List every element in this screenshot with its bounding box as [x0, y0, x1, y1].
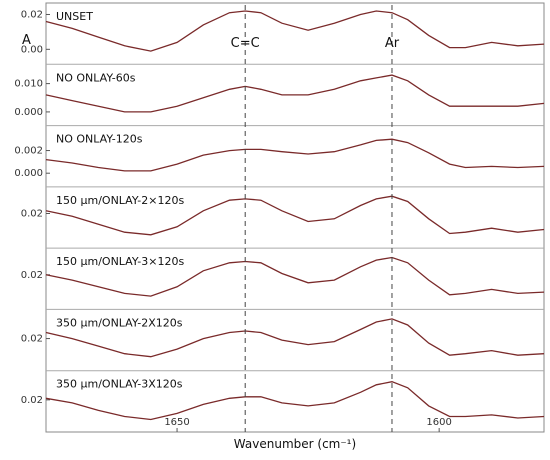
x-axis-label: Wavenumber (cm⁻¹)	[234, 437, 356, 451]
series-label: 150 μm/ONLAY-2×120s	[56, 194, 184, 207]
panel-5: 0.02 150 μm/ONLAY-3×120s	[21, 247, 545, 297]
series-label: UNSET	[56, 10, 93, 23]
y-axis-symbol: A	[22, 33, 31, 48]
panel-2: 0.010 0.000 NO ONLAY-60s	[14, 63, 545, 118]
series-label: 350 μm/ONLAY-2X120s	[56, 316, 183, 329]
panel-7: 0.02 350 μm/ONLAY-3X120s	[21, 370, 545, 421]
annotation-lines	[244, 5, 393, 432]
panel-4: 0.02 150 μm/ONLAY-2×120s	[21, 186, 545, 236]
series-line	[45, 195, 545, 236]
annotations: C=C Ar	[231, 36, 400, 51]
series-label: NO ONLAY-60s	[56, 71, 136, 84]
series-line	[45, 138, 545, 172]
series-line	[45, 10, 545, 52]
series-line	[45, 318, 545, 358]
panel-3: 0.002 0.000 NO ONLAY-120s	[14, 125, 545, 179]
plot-frame	[45, 2, 545, 433]
y-tick-label: 0.02	[21, 209, 43, 220]
panel-6: 0.02 350 μm/ONLAY-2X120s	[21, 308, 545, 358]
y-tick-label: 0.010	[14, 79, 43, 90]
series-line	[45, 74, 545, 113]
y-tick-label: 0.02	[21, 395, 43, 406]
series-label: 350 μm/ONLAY-3X120s	[56, 378, 183, 391]
y-tick-label: 0.002	[14, 146, 43, 157]
y-tick-label: 0.000	[14, 107, 43, 118]
series-line	[45, 256, 545, 297]
annotation-label: C=C	[231, 36, 260, 51]
annotation-label: Ar	[385, 36, 400, 51]
series-line	[45, 381, 545, 421]
x-tick-label: 1650	[164, 417, 189, 428]
y-tick-label: 0.00	[21, 44, 43, 55]
panels: 0.02 0.00 UNSET 0.010 0.000 NO ONLAY-60s 0.002…	[14, 9, 545, 421]
y-tick-label: 0.02	[21, 270, 43, 281]
panel-1: 0.02 0.00 UNSET	[21, 9, 545, 55]
y-tick-label: 0.02	[21, 334, 43, 345]
x-tick-label: 1600	[426, 417, 451, 428]
y-tick-label: 0.000	[14, 168, 43, 179]
y-tick-label: 0.02	[21, 9, 43, 20]
x-axis: 1650 1600	[164, 417, 452, 432]
series-label: NO ONLAY-120s	[56, 133, 143, 146]
series-label: 150 μm/ONLAY-3×120s	[56, 255, 184, 268]
